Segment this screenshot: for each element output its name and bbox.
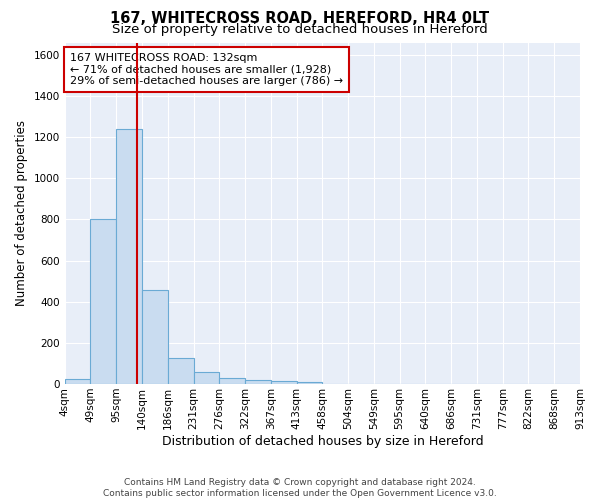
Bar	[142, 290, 168, 384]
Text: Size of property relative to detached houses in Hereford: Size of property relative to detached ho…	[112, 22, 488, 36]
Text: 167 WHITECROSS ROAD: 132sqm
← 71% of detached houses are smaller (1,928)
29% of : 167 WHITECROSS ROAD: 132sqm ← 71% of det…	[70, 52, 343, 86]
Bar	[296, 382, 322, 384]
Bar	[91, 220, 116, 384]
Bar	[65, 379, 91, 384]
Bar	[116, 129, 142, 384]
Bar	[271, 381, 296, 384]
Bar	[219, 378, 245, 384]
Text: 167, WHITECROSS ROAD, HEREFORD, HR4 0LT: 167, WHITECROSS ROAD, HEREFORD, HR4 0LT	[110, 11, 490, 26]
X-axis label: Distribution of detached houses by size in Hereford: Distribution of detached houses by size …	[161, 434, 483, 448]
Bar	[245, 380, 271, 384]
Text: Contains HM Land Registry data © Crown copyright and database right 2024.
Contai: Contains HM Land Registry data © Crown c…	[103, 478, 497, 498]
Bar	[168, 358, 193, 384]
Y-axis label: Number of detached properties: Number of detached properties	[15, 120, 28, 306]
Bar	[193, 372, 219, 384]
